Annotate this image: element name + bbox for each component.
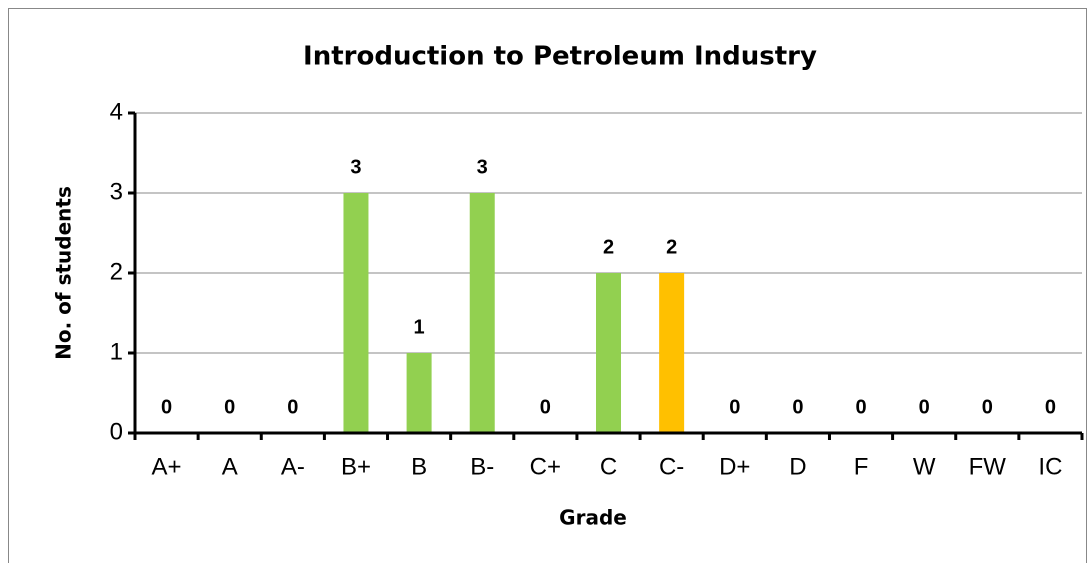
data-label: 1	[414, 316, 425, 338]
data-label: 0	[792, 396, 803, 418]
x-tick-label: A	[222, 453, 238, 480]
y-tick-label: 2	[110, 258, 123, 285]
bar	[469, 193, 495, 433]
x-tick-label: B+	[341, 453, 371, 480]
x-axis-label: Grade	[559, 506, 627, 530]
x-tick-label: A-	[281, 453, 305, 480]
x-tick-label: D	[789, 453, 806, 480]
x-tick-label: D+	[719, 453, 750, 480]
chart-title: Introduction to Petroleum Industry	[303, 42, 817, 72]
x-tick-label: C-	[659, 453, 684, 480]
data-label: 0	[982, 396, 993, 418]
data-label: 0	[919, 396, 930, 418]
data-label: 0	[855, 396, 866, 418]
x-tick-label: B-	[470, 453, 494, 480]
data-label: 3	[477, 156, 488, 178]
x-tick-label: C	[600, 453, 617, 480]
x-tick-label: A+	[152, 453, 182, 480]
y-tick-label: 3	[110, 178, 123, 205]
x-tick-label: IC	[1038, 453, 1062, 480]
data-label: 0	[540, 396, 551, 418]
x-tick-label: C+	[530, 453, 561, 480]
bar	[343, 193, 369, 433]
y-tick-label: 0	[110, 418, 123, 445]
data-label: 2	[666, 236, 677, 258]
x-tick-label: W	[913, 453, 936, 480]
x-tick-label: B	[411, 453, 427, 480]
bar	[659, 273, 685, 433]
chart-border	[8, 8, 1087, 563]
data-label: 3	[350, 156, 361, 178]
data-label: 0	[1045, 396, 1056, 418]
data-label: 0	[224, 396, 235, 418]
data-label: 2	[603, 236, 614, 258]
x-tick-label: FW	[969, 453, 1007, 480]
data-label: 0	[287, 396, 298, 418]
data-label: 0	[729, 396, 740, 418]
y-tick-label: 4	[110, 98, 123, 125]
data-label: 0	[161, 396, 172, 418]
y-axis-label: No. of students	[52, 186, 76, 360]
bar	[406, 353, 432, 433]
x-tick-label: F	[854, 453, 869, 480]
y-tick-label: 1	[110, 338, 123, 365]
bar	[596, 273, 621, 433]
